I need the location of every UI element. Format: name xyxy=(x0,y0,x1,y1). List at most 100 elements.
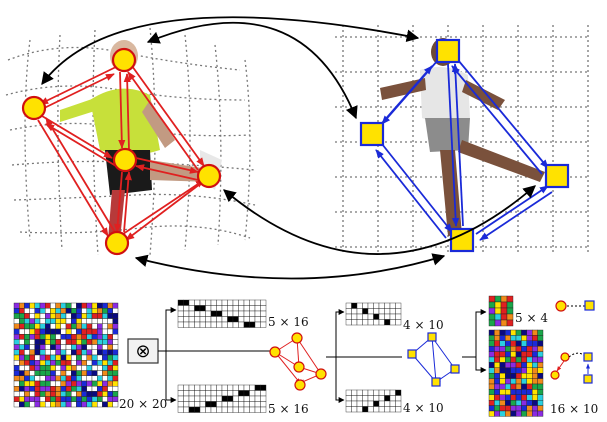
matrix-cell xyxy=(34,370,41,377)
matrix-cell xyxy=(65,344,72,351)
matrix-cell xyxy=(45,349,51,356)
matrix-cell xyxy=(39,375,46,382)
perm-cell xyxy=(384,406,391,413)
matrix-cell xyxy=(55,380,61,387)
matrix-cell xyxy=(102,302,108,309)
matrix-cell xyxy=(91,339,98,345)
matrix-cell xyxy=(13,302,20,309)
matrix-cell xyxy=(112,313,119,319)
perm-cell xyxy=(345,395,352,402)
matrix-cell xyxy=(81,313,87,319)
matrix-cell xyxy=(96,318,103,325)
node-block-cell xyxy=(494,319,502,327)
edge-block-cell xyxy=(537,329,544,336)
perm-cell xyxy=(216,406,223,413)
perm-cell xyxy=(254,299,261,306)
matrix-cell xyxy=(65,365,72,371)
matrix-cell xyxy=(81,391,87,397)
matrix-cell xyxy=(86,349,93,356)
matrix-cell xyxy=(24,370,30,377)
matrix-cell xyxy=(112,375,119,382)
node-pair-icon xyxy=(555,300,595,312)
matrix-cell xyxy=(65,339,72,345)
edge-block-cell xyxy=(488,394,495,401)
matrix-cell xyxy=(19,308,25,314)
matrix-cell xyxy=(86,308,93,314)
source-node-head xyxy=(111,47,137,73)
perm-cell xyxy=(243,395,250,402)
perm-cell xyxy=(188,316,195,323)
perm-cell xyxy=(183,390,190,397)
matrix-cell xyxy=(34,318,41,325)
perm-cell xyxy=(378,313,385,320)
matrix-cell xyxy=(112,334,119,340)
edge-block-cell xyxy=(537,394,544,401)
perm-cell xyxy=(188,384,195,391)
matrix-cell xyxy=(107,365,113,371)
edge-block-cell xyxy=(510,351,517,358)
node-affinity-block xyxy=(488,295,514,327)
perm-cell xyxy=(221,401,228,408)
matrix-cell xyxy=(65,328,72,335)
matrix-cell xyxy=(112,302,119,309)
perm-cell xyxy=(389,395,396,402)
perm-cell xyxy=(367,389,374,396)
edge-block-cell xyxy=(515,383,522,390)
matrix-cell xyxy=(24,401,30,408)
matrix-cell xyxy=(65,308,72,314)
perm-cell xyxy=(389,319,396,326)
perm-cell xyxy=(232,299,239,306)
matrix-cell xyxy=(45,375,51,382)
perm-cell xyxy=(367,395,374,402)
perm-cell xyxy=(221,390,228,397)
matrix-cell xyxy=(107,334,113,340)
matrix-cell xyxy=(24,328,30,335)
perm-cell xyxy=(221,316,228,323)
matrix-cell xyxy=(19,302,25,309)
matrix-cell xyxy=(29,339,36,345)
matrix-cell xyxy=(34,360,41,366)
matrix-cell xyxy=(65,354,72,361)
edge-block-cell xyxy=(505,373,511,379)
edge-block-cell xyxy=(537,367,544,374)
edge-block-cell xyxy=(537,400,544,406)
matrix-cell xyxy=(86,344,93,351)
edge-block-cell xyxy=(526,383,533,390)
edge-block-cell xyxy=(537,356,544,363)
matrix-cell xyxy=(70,323,77,330)
matrix-cell xyxy=(19,323,25,330)
edge-block-cell xyxy=(526,389,533,395)
perm-cell xyxy=(216,395,223,402)
matrix-cell xyxy=(60,308,67,314)
matrix-cell xyxy=(29,396,36,403)
perm-cell xyxy=(210,316,217,323)
matrix-cell xyxy=(102,391,108,397)
perm-cell xyxy=(210,390,217,397)
edge-block-cell xyxy=(494,400,500,406)
node-block-cell xyxy=(494,295,502,303)
node-block-label: 5 × 4 xyxy=(515,311,548,325)
matrix-cell xyxy=(65,386,72,392)
edge-block-cell xyxy=(505,335,511,341)
perm-cell xyxy=(232,406,239,413)
matrix-cell xyxy=(55,360,61,366)
perm-cell xyxy=(194,395,201,402)
matrix-cell xyxy=(107,360,113,366)
edge-block-cell xyxy=(499,394,506,401)
matrix-cell xyxy=(29,344,36,351)
perm-cell xyxy=(260,316,267,323)
matrix-cell xyxy=(65,396,72,403)
edge-block-cell xyxy=(537,362,544,368)
perm-cell xyxy=(205,384,212,391)
matrix-cell xyxy=(81,308,87,314)
edge-affinity-block xyxy=(488,329,544,417)
affinity-matrix xyxy=(13,302,119,408)
node-block-cell xyxy=(506,295,514,303)
edge-block-cell xyxy=(510,394,517,401)
matrix-cell xyxy=(50,391,56,397)
perm-cell xyxy=(249,310,256,317)
perm-cell xyxy=(210,310,217,317)
perm-cell xyxy=(183,395,190,402)
node-block-cell xyxy=(488,295,496,303)
edge-block-cell xyxy=(521,329,528,336)
